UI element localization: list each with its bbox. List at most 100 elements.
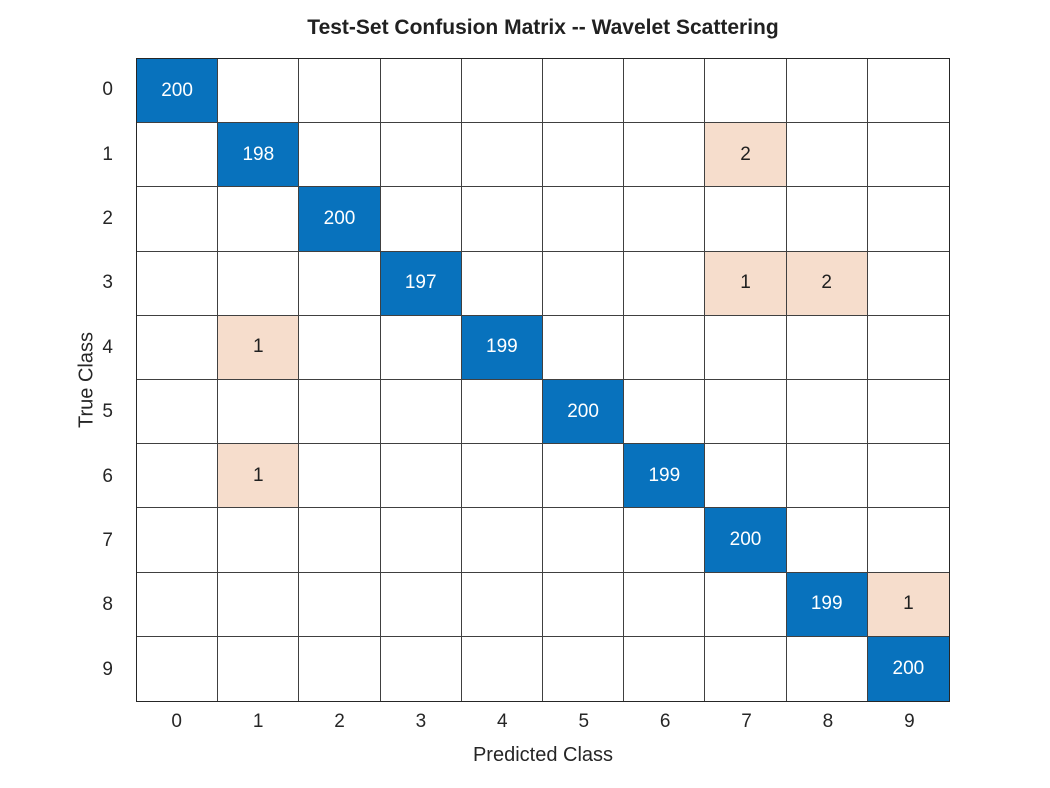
matrix-cell: 197: [380, 251, 462, 316]
matrix-cell: [786, 123, 868, 188]
matrix-cell: 1: [867, 572, 949, 637]
matrix-cell: [624, 636, 706, 701]
x-tick-label: 3: [415, 711, 427, 732]
matrix-cell: [867, 252, 949, 316]
matrix-cell: [461, 187, 543, 252]
matrix-cell: [867, 508, 949, 573]
matrix-cell: 199: [624, 444, 706, 509]
matrix-cell: [380, 444, 462, 509]
matrix-cell: 2: [786, 251, 868, 316]
x-tick-label: 2: [334, 711, 345, 732]
matrix-cell: [705, 572, 787, 637]
matrix-cell: 1: [705, 251, 787, 316]
matrix-cell: [218, 379, 300, 445]
matrix-cell: [137, 379, 219, 445]
matrix-cell: [867, 59, 949, 124]
matrix-cell: 2: [705, 123, 787, 188]
matrix-cell: 1: [218, 444, 300, 509]
chart-title: Test-Set Confusion Matrix -- Wavelet Sca…: [307, 16, 779, 39]
matrix-cell: 200: [705, 508, 787, 573]
matrix-cell: [137, 123, 219, 188]
matrix-cell: [624, 315, 706, 380]
matrix-cell: [867, 316, 949, 380]
matrix-cell: [218, 251, 300, 316]
matrix-cell: [461, 251, 543, 316]
y-tick-label: 7: [102, 530, 113, 552]
matrix-cell: [787, 636, 868, 701]
y-tick-label: 3: [102, 272, 113, 294]
matrix-cell: [461, 379, 543, 445]
matrix-cell: [786, 379, 868, 445]
matrix-cell: [461, 508, 543, 573]
matrix-cell: [381, 636, 462, 701]
matrix-cell: [705, 444, 787, 509]
x-tick-label: 8: [822, 711, 834, 732]
matrix-cell: [542, 572, 625, 637]
matrix-cell: [380, 123, 462, 188]
matrix-cell: [624, 508, 706, 573]
matrix-cell: [543, 636, 625, 701]
matrix-cell: 200: [542, 379, 625, 445]
matrix-cell: [299, 123, 381, 188]
matrix-cell: [462, 636, 543, 701]
y-tick-label: 1: [102, 143, 113, 165]
matrix-cell: [218, 508, 300, 573]
matrix-cell: [299, 59, 381, 124]
x-tick-label: 1: [252, 711, 264, 732]
matrix-cell: 1: [218, 315, 300, 380]
matrix-cell: [786, 59, 868, 124]
matrix-cell: [218, 187, 300, 252]
matrix-cell: [299, 251, 381, 316]
matrix-cell: [542, 187, 625, 252]
y-tick-label: 2: [102, 208, 113, 230]
matrix-cell: [137, 444, 219, 509]
matrix-cell: [299, 636, 381, 701]
x-axis-label: Predicted Class: [472, 744, 614, 766]
matrix-cell: [299, 572, 381, 637]
matrix-cell: [137, 636, 219, 701]
matrix-cell: [705, 187, 787, 252]
matrix-cell: 200: [299, 187, 381, 252]
x-tick-label: 7: [741, 711, 752, 732]
matrix-cell: [542, 59, 625, 124]
matrix-cell: [542, 444, 625, 509]
matrix-cell: [461, 123, 543, 188]
matrix-cell: [218, 59, 300, 124]
matrix-cell: [624, 251, 706, 316]
x-tick-label: 4: [497, 711, 508, 732]
matrix-cell: [461, 444, 543, 509]
x-tick-labels: 0 1 2 3 4 5 6 7 8 9: [136, 702, 950, 742]
matrix-cell: [624, 59, 706, 124]
matrix-cell: [705, 315, 787, 380]
matrix-cell: [705, 59, 787, 124]
matrix-cell: 200: [867, 636, 949, 701]
matrix-cell: [380, 315, 462, 380]
matrix-cell: [624, 123, 706, 188]
x-tick-label: 5: [578, 711, 590, 732]
x-tick-label: 0: [171, 711, 182, 732]
y-tick-label: 6: [102, 465, 113, 487]
matrix-cell: [299, 379, 381, 445]
matrix-cell: [299, 315, 381, 380]
y-tick-label: 4: [102, 336, 113, 358]
matrix-cell: [867, 380, 949, 445]
matrix-cell: [786, 444, 868, 509]
matrix-cell: [137, 315, 219, 380]
matrix-cell: [218, 636, 300, 701]
matrix-cell: [380, 508, 462, 573]
y-tick-label: 8: [102, 594, 113, 616]
matrix-cell: [542, 123, 625, 188]
matrix-cell: [786, 187, 868, 252]
matrix-grid: 200 198 2 200 197 1 2 1 199 200 1 199 200 199 1 200: [136, 58, 950, 702]
matrix-cell: [542, 251, 625, 316]
matrix-cell: [542, 508, 625, 573]
matrix-cell: 198: [218, 123, 300, 188]
matrix-cell: [624, 187, 706, 252]
matrix-cell: 199: [461, 315, 543, 380]
matrix-cell: [137, 508, 219, 573]
matrix-cell: [461, 59, 543, 124]
x-tick-label: 6: [659, 711, 671, 732]
y-tick-label: 9: [102, 658, 113, 680]
matrix-cell: [624, 572, 706, 637]
